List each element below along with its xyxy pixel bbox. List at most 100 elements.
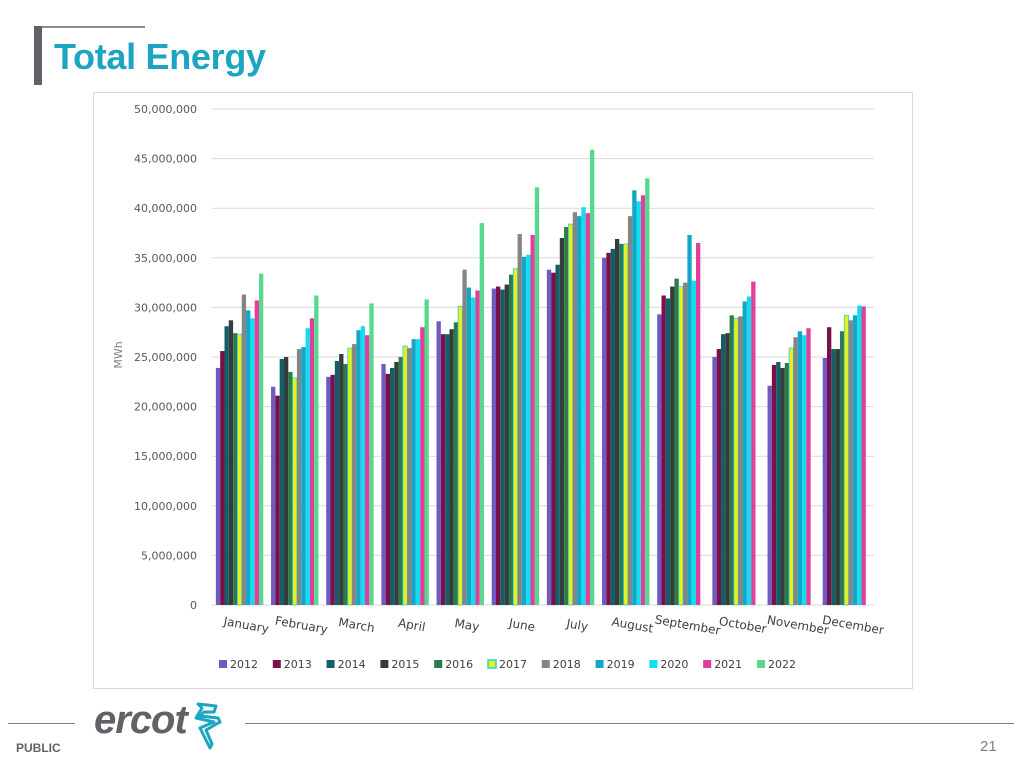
bar-2015-march <box>339 354 344 605</box>
bar-2014-july <box>555 264 560 605</box>
slide-title: Total Energy <box>54 36 266 77</box>
legend-swatch-2013 <box>272 660 281 668</box>
bar-2022-may <box>479 223 484 605</box>
bar-2014-may <box>445 334 450 605</box>
x-tick-label: June <box>507 616 536 635</box>
y-tick-label: 5,000,000 <box>141 549 197 562</box>
bar-2020-april <box>415 339 421 605</box>
legend-label-2012: 2012 <box>230 658 258 671</box>
bar-2016-february <box>288 371 293 605</box>
bar-2018-may <box>462 269 467 605</box>
y-tick-label: 10,000,000 <box>134 500 197 513</box>
bar-2022-january <box>258 273 264 605</box>
bar-2021-april <box>420 327 425 605</box>
bar-2014-september <box>665 298 671 605</box>
bar-2016-october <box>729 315 734 605</box>
legend-label-2014: 2014 <box>338 658 366 671</box>
bar-2017-december <box>843 314 849 606</box>
legend-swatch-2017 <box>487 659 497 669</box>
bar-2020-september <box>691 280 697 605</box>
bar-2016-january <box>233 333 238 605</box>
bar-2012-september <box>657 314 662 605</box>
legend-label-2021: 2021 <box>714 658 742 671</box>
bar-2012-february <box>271 386 276 605</box>
bar-2012-january <box>215 367 221 605</box>
bar-2020-july <box>581 207 586 605</box>
bar-2013-may <box>440 334 446 605</box>
bar-2014-june <box>500 289 505 605</box>
y-tick-label: 0 <box>190 599 197 612</box>
y-axis-label: MWh <box>112 341 125 368</box>
bar-2013-september <box>661 295 666 605</box>
bar-2018-august <box>627 216 633 606</box>
bar-2016-may <box>453 322 459 605</box>
bar-2016-april <box>398 357 403 605</box>
footer-rule-left <box>8 723 75 724</box>
gridlines <box>212 108 874 606</box>
bar-2013-july <box>551 272 556 605</box>
legend-swatch-2022 <box>757 660 765 668</box>
bar-2019-april <box>411 339 416 605</box>
bar-2017-june <box>512 268 518 606</box>
legend-swatch-2018 <box>541 660 550 668</box>
bar-2015-october <box>725 333 730 605</box>
bar-2014-october <box>720 334 726 605</box>
legend-label-2019: 2019 <box>607 658 635 671</box>
bar-2013-october <box>716 349 721 605</box>
bar-2017-september <box>678 286 684 606</box>
bar-2013-february <box>275 395 280 605</box>
bar-2017-february <box>292 377 298 606</box>
x-tick-label: August <box>611 615 655 636</box>
y-tick-label: 30,000,000 <box>134 301 197 314</box>
bar-2012-june <box>491 288 497 605</box>
public-label: PUBLIC <box>16 741 61 755</box>
bar-2019-september <box>687 234 692 605</box>
bar-2018-november <box>793 337 798 605</box>
legend-swatch-2012 <box>219 660 227 668</box>
bar-2016-december <box>839 331 845 605</box>
x-tick-label: July <box>564 616 589 634</box>
legend-label-2015: 2015 <box>391 658 419 671</box>
bar-2016-july <box>564 227 569 605</box>
x-tick-label: January <box>222 614 270 636</box>
ercot-logo: ercot <box>94 698 222 750</box>
legend-swatch-2016 <box>434 660 443 668</box>
bar-2016-september <box>674 278 679 605</box>
bar-2020-august <box>636 201 641 606</box>
legend-swatch-2019 <box>595 660 604 668</box>
legend-label-2017: 2017 <box>499 658 527 671</box>
bar-2012-july <box>546 269 552 605</box>
page-number: 21 <box>980 738 997 755</box>
bar-2018-february <box>296 349 302 605</box>
bar-2013-april <box>385 373 390 605</box>
legend-label-2013: 2013 <box>284 658 312 671</box>
bar-2018-june <box>517 233 522 605</box>
bar-2015-may <box>449 329 454 605</box>
bar-2013-march <box>330 374 335 605</box>
y-tick-label: 45,000,000 <box>134 153 197 166</box>
x-tick-label: November <box>766 613 830 638</box>
bar-2013-december <box>827 327 832 605</box>
bar-2021-may <box>475 290 480 605</box>
bar-2020-december <box>857 305 862 605</box>
bar-2019-february <box>301 347 306 605</box>
x-tick-label: February <box>274 614 329 637</box>
bar-2021-march <box>365 335 370 605</box>
bar-2015-september <box>670 286 675 605</box>
legend-label-2022: 2022 <box>768 658 796 671</box>
footer-rule-right <box>245 723 1014 724</box>
bar-2012-december <box>822 357 828 605</box>
bar-2012-may <box>436 321 441 605</box>
bar-2018-september <box>683 282 688 605</box>
bar-2012-november <box>767 385 772 605</box>
bar-2022-july <box>589 149 595 605</box>
y-tick-label: 15,000,000 <box>134 450 197 463</box>
bar-2019-november <box>797 331 803 605</box>
x-tick-label: May <box>454 616 481 634</box>
bar-2018-march <box>352 344 357 605</box>
bar-2013-january <box>220 351 225 605</box>
bar-2020-november <box>802 335 807 605</box>
logo-wordmark: ercot <box>94 698 188 742</box>
x-axis-ticks: January February March April May June July Augu… <box>222 612 885 637</box>
bar-2015-november <box>780 367 785 605</box>
